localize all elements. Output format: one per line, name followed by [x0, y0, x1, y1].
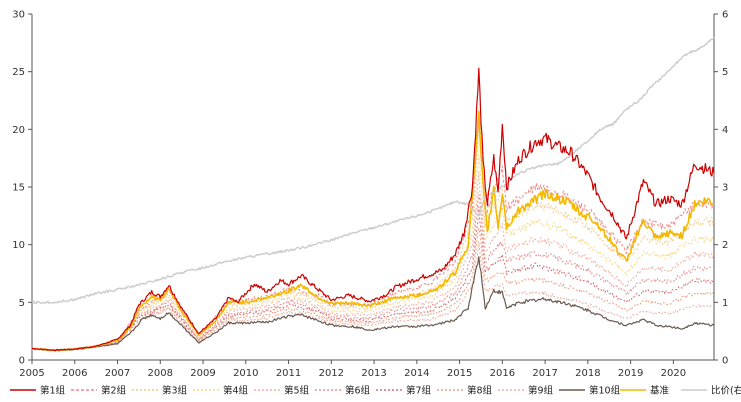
y-right-tick-label: 3: [722, 183, 728, 194]
legend-label: 第6组: [345, 385, 371, 397]
x-tick-label: 2007: [105, 368, 130, 379]
x-tick-label: 2017: [532, 368, 557, 379]
series-line-1: [31, 67, 715, 352]
legend-label: 第9组: [528, 385, 554, 397]
legend-label: 第3组: [162, 385, 188, 397]
legend-label: 第8组: [467, 385, 493, 397]
x-tick-label: 2011: [276, 368, 301, 379]
x-tick-label: 2009: [190, 368, 215, 379]
legend-label: 基准: [650, 385, 670, 397]
y-right-tick-label: 4: [722, 125, 728, 136]
y-right-tick-label: 5: [722, 67, 728, 78]
series-line-3: [31, 125, 715, 351]
series-line-9: [31, 241, 715, 351]
x-tick-label: 2012: [319, 368, 344, 379]
legend-label: 比价(右轴): [711, 385, 741, 397]
y-right-tick-label: 2: [722, 240, 728, 251]
x-tick-label: 2014: [404, 368, 429, 379]
y-right-tick-label: 1: [722, 298, 728, 309]
legend: 第1组 第2组 第3组 第4组 第5组 第6组 第7组 第8组 第9组 第10组 基准 比价(右轴): [10, 385, 741, 397]
x-tick-label: 2020: [661, 368, 686, 379]
y-left-tick-label: 15: [12, 183, 25, 194]
x-tick-label: 2005: [19, 368, 44, 379]
y-right-tick-label: 0: [722, 356, 728, 367]
x-tick-label: 2010: [233, 368, 258, 379]
series-line-6: [32, 194, 715, 351]
x-tick-label: 2008: [148, 368, 173, 379]
series-line-10: [31, 256, 715, 352]
legend-label: 第1组: [40, 385, 66, 397]
y-right-tick-label: 6: [722, 10, 728, 21]
x-tick-label: 2006: [62, 368, 87, 379]
axes: 0 5 10 15 20 25 30 0 1 2 3 4 5 6 2005 2006 2007 2008 2009 2…: [12, 10, 728, 380]
y-left-tick-label: 25: [12, 67, 25, 78]
y-left-tick-label: 10: [12, 240, 25, 251]
legend-label: 第10组: [589, 385, 621, 397]
series-line-5: [31, 171, 715, 352]
series-line-7: [31, 206, 715, 351]
y-left-tick-label: 30: [12, 10, 25, 21]
legend-label: 第7组: [406, 385, 432, 397]
x-tick-label: 2019: [618, 368, 643, 379]
x-tick-label: 2018: [575, 368, 600, 379]
series-line-4: [31, 154, 715, 351]
series-layer: [31, 36, 715, 352]
y-left-tick-label: 20: [12, 125, 25, 136]
x-tick-label: 2016: [490, 368, 515, 379]
y-left-tick-label: 5: [19, 298, 25, 309]
legend-label: 第2组: [101, 385, 127, 397]
series-line-12: [31, 36, 715, 305]
x-tick-label: 2015: [447, 368, 472, 379]
legend-label: 第5组: [284, 385, 310, 397]
legend-label: 第4组: [223, 385, 249, 397]
x-tick-label: 2013: [361, 368, 386, 379]
y-left-tick-label: 0: [19, 356, 25, 367]
series-line-11: [31, 110, 715, 352]
